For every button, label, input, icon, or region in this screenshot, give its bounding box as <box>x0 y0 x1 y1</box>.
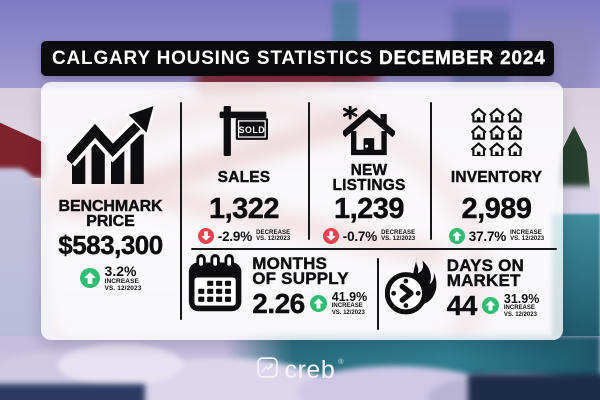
new-listings-stat: NEW LISTINGS 1,239 -0.7% DECREASE VS. 12… <box>308 82 430 244</box>
stat-value: 44 <box>446 289 478 321</box>
footer-brand: creb ® <box>0 357 600 383</box>
change-word: INCREASE <box>503 305 535 311</box>
change-pct: 31.9% <box>503 292 540 306</box>
divider <box>430 102 432 240</box>
change-vs: VS. 12/2023 <box>503 311 537 318</box>
snow-mound <box>58 344 183 386</box>
change-word: DECREASE <box>381 229 416 236</box>
stat-label: BENCHMARK PRICE <box>58 198 163 230</box>
divider <box>180 102 182 320</box>
stat-label: INVENTORY <box>450 169 543 187</box>
stat-label: NEW LISTINGS <box>332 162 406 194</box>
stat-label: DAYS ON MARKET <box>446 255 525 290</box>
creb-logo-icon <box>256 357 278 383</box>
change-word: INCREASE <box>104 278 139 285</box>
clock-flame-icon <box>384 256 438 321</box>
sold-sign-icon: SOLD <box>218 104 270 156</box>
up-arrow-icon <box>481 297 499 314</box>
stat-value: 2.26 <box>252 287 305 319</box>
inventory-houses-icon <box>470 104 523 156</box>
svg-text:SOLD: SOLD <box>239 125 266 135</box>
months-of-supply-stat: MONTHS OF SUPPLY 2.26 41.9% INCREASE VS.… <box>187 254 367 319</box>
change-vs: VS. 12/2023 <box>381 236 416 242</box>
page-title: CALGARY HOUSING STATISTICS <box>52 47 373 69</box>
calendar-icon <box>187 254 243 319</box>
change-pct: 3.2% <box>104 263 137 279</box>
change-indicator: 37.7% INCREASE VS. 12/2023 <box>448 228 545 244</box>
stat-value: 1,239 <box>333 193 405 225</box>
divider <box>308 102 310 240</box>
change-vs: VS. 12/2023 <box>510 236 545 242</box>
page-title-period: DECEMBER 2024 <box>378 47 546 69</box>
stats-card: BENCHMARK PRICE $583,300 3.2% INCREASE V… <box>41 82 563 340</box>
change-indicator: 2.26 41.9% INCREASE VS. 12/2023 <box>252 287 368 319</box>
inventory-stat: INVENTORY 2,989 37.7% INCREASE VS. 12/20… <box>430 82 563 244</box>
change-vs: VS. 12/2023 <box>331 309 365 316</box>
dark-water-edge <box>468 374 600 400</box>
stat-label: SALES <box>217 169 271 187</box>
registered-trademark: ® <box>338 359 344 366</box>
change-pct: 37.7% <box>468 228 507 244</box>
benchmark-price-stat: BENCHMARK PRICE $583,300 3.2% INCREASE V… <box>41 82 180 292</box>
days-on-market-stat: DAYS ON MARKET 44 31.9% INCREASE VS. 12/… <box>384 255 540 321</box>
change-word: INCREASE <box>510 229 542 236</box>
sales-stat: SOLD SALES 1,322 -2.9% DECREASE VS. 12/2… <box>180 82 308 244</box>
brand-wordmark: creb <box>284 355 336 384</box>
change-pct: 41.9% <box>331 290 368 304</box>
change-indicator: 3.2% INCREASE VS. 12/2023 <box>79 263 142 292</box>
stat-value: 2,989 <box>461 193 532 225</box>
up-arrow-icon <box>309 295 327 312</box>
change-indicator: -0.7% DECREASE VS. 12/2023 <box>322 228 416 244</box>
change-pct: -0.7% <box>342 228 378 244</box>
change-word: DECREASE <box>256 229 291 236</box>
divider <box>191 248 557 250</box>
change-vs: VS. 12/2023 <box>256 236 291 242</box>
down-arrow-icon <box>197 228 214 244</box>
change-indicator: -2.9% DECREASE VS. 12/2023 <box>197 228 291 244</box>
title-bar: CALGARY HOUSING STATISTICS DECEMBER 2024 <box>41 41 554 76</box>
bar-chart-growth-icon <box>61 103 156 189</box>
change-word: INCREASE <box>331 303 363 309</box>
up-arrow-icon <box>448 228 465 244</box>
change-vs: VS. 12/2023 <box>104 285 142 292</box>
stat-value: $583,300 <box>58 230 163 260</box>
change-pct: -2.9% <box>217 228 253 244</box>
stat-label: MONTHS OF SUPPLY <box>252 253 349 288</box>
up-arrow-icon <box>79 268 100 288</box>
stat-value: 1,322 <box>208 193 280 225</box>
down-arrow-icon <box>322 228 339 244</box>
dark-water-edge <box>0 384 145 400</box>
change-indicator: 44 31.9% INCREASE VS. 12/2023 <box>446 289 540 321</box>
divider <box>377 258 379 330</box>
new-listing-house-icon <box>343 104 395 156</box>
